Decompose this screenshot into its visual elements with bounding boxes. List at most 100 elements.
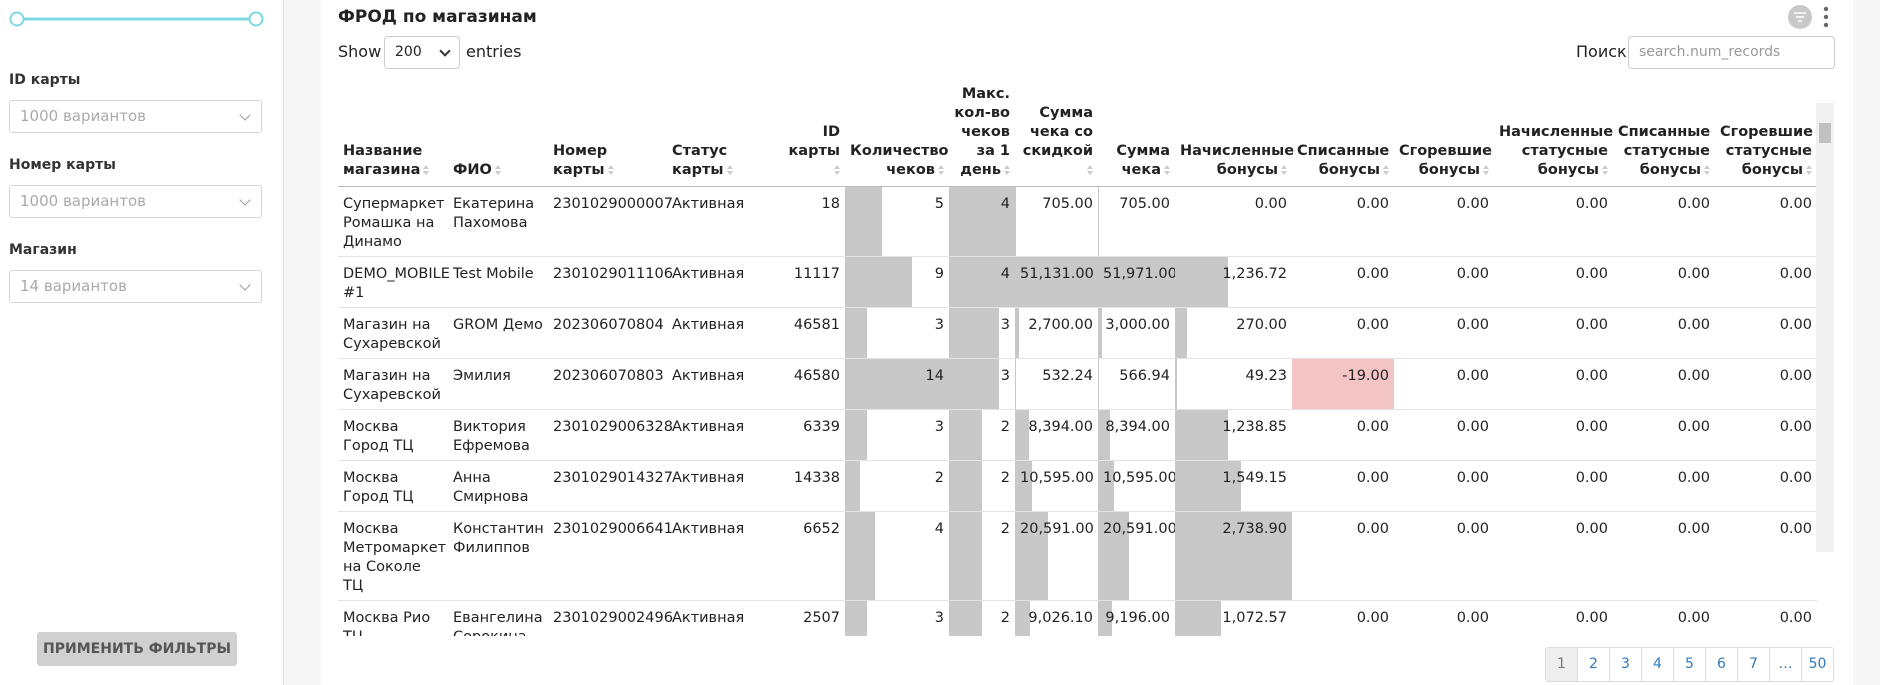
- cell-text: Test Mobile: [453, 266, 534, 282]
- cell-text: 0.00: [1677, 419, 1710, 435]
- sort-icon: [1087, 165, 1093, 175]
- table-cell: 0.00: [1292, 511, 1394, 601]
- column-header[interactable]: Макс. кол-во чеков за 1 день: [949, 84, 1015, 187]
- panel-title: ФРОД по магазинам: [338, 7, 537, 27]
- column-header[interactable]: Название магазина: [338, 84, 448, 187]
- cell-text: 0.00: [1356, 521, 1389, 537]
- filter-select[interactable]: 1000 вариантов: [9, 100, 262, 133]
- cell-text: 0.00: [1356, 317, 1389, 333]
- slider-handle[interactable]: [9, 11, 25, 27]
- page-button[interactable]: 1: [1546, 648, 1577, 681]
- sort-icon: [1383, 165, 1389, 175]
- table-cell: GROM Демо: [448, 307, 548, 359]
- data-bar: [1098, 512, 1129, 600]
- table-cell: Активная: [667, 511, 777, 601]
- page-button[interactable]: 50: [1801, 648, 1833, 681]
- scrollbar[interactable]: [1816, 103, 1834, 552]
- cell-text: 51,131.00: [1020, 266, 1094, 282]
- column-header[interactable]: Начисленные статусные бонусы: [1494, 84, 1613, 187]
- header-text: Номер карты: [553, 143, 608, 178]
- column-header[interactable]: ФИО: [448, 84, 548, 187]
- sort-icon: [1004, 165, 1010, 175]
- cell-text: 9,196.00: [1105, 610, 1170, 626]
- column-header[interactable]: Статус карты: [667, 84, 777, 187]
- column-header[interactable]: Списанные статусные бонусы: [1613, 84, 1715, 187]
- column-header[interactable]: Сгоревшие статусные бонусы: [1715, 84, 1817, 187]
- data-bar: [1015, 512, 1049, 600]
- column-header[interactable]: Сумма чека со скидкой: [1015, 84, 1098, 187]
- page-button[interactable]: …: [1769, 648, 1801, 681]
- cell-text: 0.00: [1575, 196, 1608, 212]
- column-header[interactable]: Сумма чека: [1098, 84, 1175, 187]
- cell-text: 2,700.00: [1028, 317, 1093, 333]
- table-cell: Активная: [667, 307, 777, 359]
- column-header[interactable]: ID карты: [777, 84, 845, 187]
- page-button[interactable]: 6: [1705, 648, 1737, 681]
- table-cell: Активная: [667, 358, 777, 410]
- data-bar: [845, 601, 868, 636]
- table-cell: 0.00: [1292, 460, 1394, 512]
- filter-select[interactable]: 1000 вариантов: [9, 185, 262, 218]
- search-input[interactable]: search.num_records: [1628, 36, 1835, 69]
- column-header[interactable]: Начисленные бонусы: [1175, 84, 1294, 187]
- cell-text: GROM Демо: [453, 317, 543, 333]
- filter-select[interactable]: 14 вариантов: [9, 270, 262, 303]
- table-cell: 532.24: [1015, 358, 1098, 410]
- table-cell: 6339: [777, 409, 845, 461]
- range-slider[interactable]: [0, 0, 283, 40]
- table-cell: 14: [845, 358, 949, 410]
- page-button[interactable]: 7: [1737, 648, 1769, 681]
- cell-text: Активная: [672, 419, 745, 435]
- table-cell: 9: [845, 256, 949, 308]
- table-cell: 2301029011106: [548, 256, 673, 308]
- table-cell: 3: [949, 358, 1015, 410]
- table-cell: 46580: [777, 358, 845, 410]
- page-button[interactable]: 4: [1641, 648, 1673, 681]
- table-header: Название магазина ФИО Номер карты Статус ка…: [338, 84, 1817, 187]
- cell-text: 2301029000007: [553, 196, 673, 212]
- cell-text: 2,738.90: [1222, 521, 1287, 537]
- cell-text: 0.00: [1456, 266, 1489, 282]
- table-cell: 0.00: [1292, 600, 1394, 636]
- table-cell: 0.00: [1715, 307, 1817, 359]
- menu-icon[interactable]: [1823, 6, 1829, 28]
- chevron: [239, 279, 251, 291]
- page-button[interactable]: 2: [1577, 648, 1609, 681]
- scroll-thumb[interactable]: [1819, 123, 1831, 143]
- search-label: Поиск: [1576, 42, 1627, 61]
- table-cell: 2,738.90: [1175, 511, 1292, 601]
- table-cell: 9,026.10: [1015, 600, 1098, 636]
- table-cell: 14338: [777, 460, 845, 512]
- page-button[interactable]: 3: [1609, 648, 1641, 681]
- cell-text: 14338: [793, 470, 840, 486]
- data-bar: [1098, 187, 1100, 256]
- page-size-select[interactable]: 200: [384, 36, 460, 69]
- sort-icon: [423, 165, 430, 175]
- cell-text: 0.00: [1677, 266, 1710, 282]
- cell-text: Супермаркет Ромашка на Динамо: [343, 196, 445, 250]
- cell-text: 0.00: [1779, 419, 1812, 435]
- table-cell: 0.00: [1292, 187, 1394, 257]
- cell-text: DEMO_MOBILE #1: [343, 266, 450, 301]
- table-cell: 1,549.15: [1175, 460, 1292, 512]
- cell-text: Екатерина Пахомова: [453, 196, 535, 231]
- cell-text: 0.00: [1575, 610, 1608, 626]
- apply-button[interactable]: ПРИМЕНИТЬ ФИЛЬТРЫ: [37, 632, 237, 666]
- column-header[interactable]: Сгоревшие бонусы: [1394, 84, 1494, 187]
- cell-text: Активная: [672, 610, 745, 626]
- header-text: ФИО: [453, 162, 492, 178]
- column-header[interactable]: Количество чеков: [845, 84, 949, 187]
- slider-handle[interactable]: [248, 11, 264, 27]
- table-row: Магазин на Сухаревской Эмилия 202306070803…: [338, 358, 1817, 410]
- page-button[interactable]: 5: [1673, 648, 1705, 681]
- cell-text: 0.00: [1677, 196, 1710, 212]
- tbody: Супермаркет Ромашка на Динамо Екатерина П…: [338, 187, 1817, 636]
- cell-text: Активная: [672, 317, 745, 333]
- cell-text: 1,549.15: [1222, 470, 1287, 486]
- column-header[interactable]: Списанные бонусы: [1292, 84, 1394, 187]
- table-cell: Test Mobile: [448, 256, 548, 308]
- column-header[interactable]: Номер карты: [548, 84, 667, 187]
- header-text: Сгоревшие статусные бонусы: [1720, 124, 1813, 178]
- header-text: Статус карты: [672, 143, 728, 178]
- table-cell: 0.00: [1715, 511, 1817, 601]
